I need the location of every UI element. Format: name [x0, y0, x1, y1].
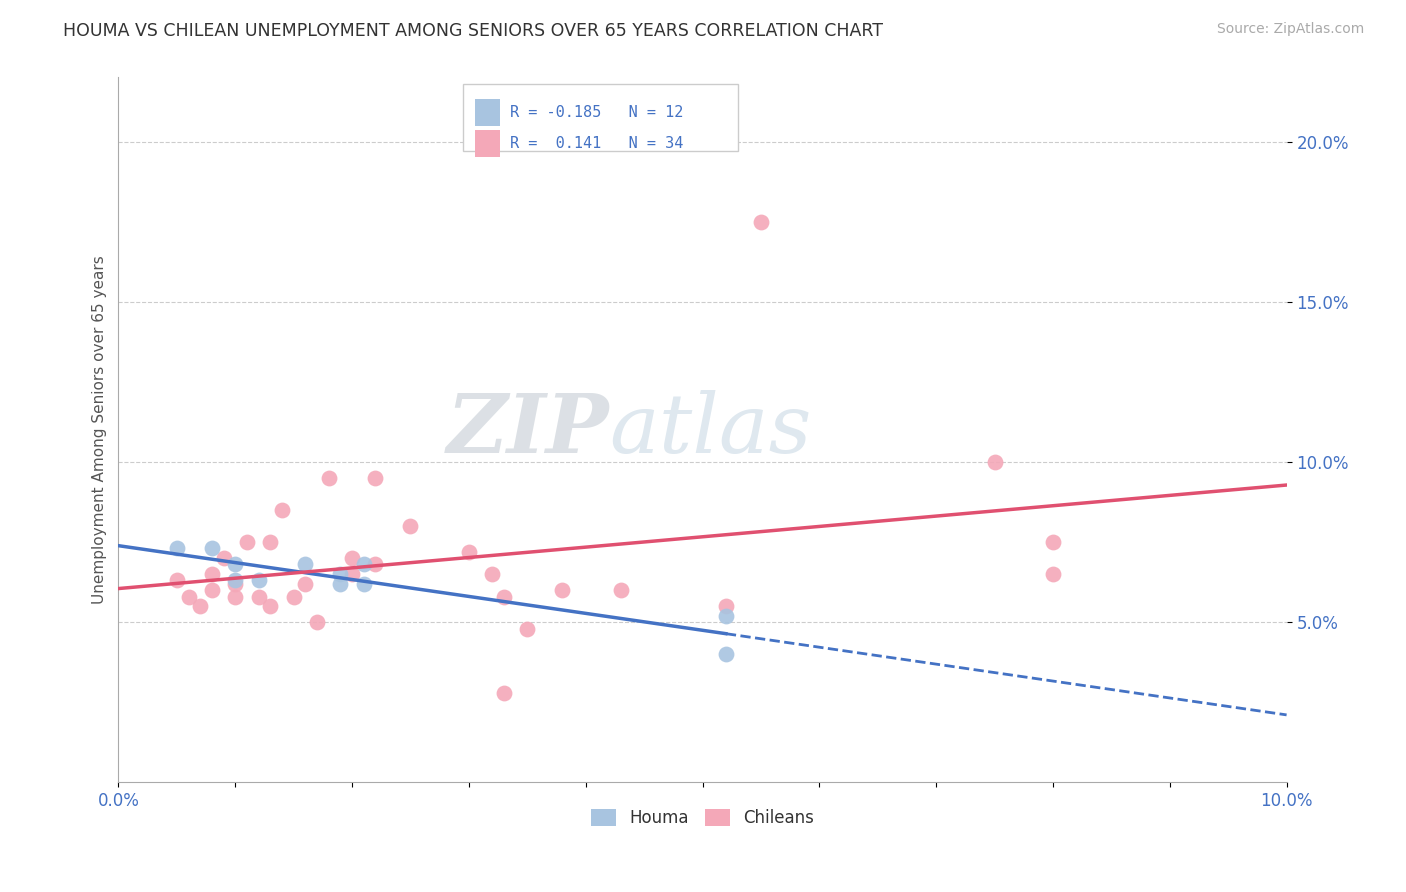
Point — [1042, 567, 1064, 582]
Point — [329, 576, 352, 591]
Point — [609, 583, 631, 598]
Point — [166, 541, 188, 556]
Point — [481, 567, 503, 582]
Point — [212, 551, 235, 566]
Point — [340, 551, 363, 566]
Point — [329, 567, 352, 582]
Point — [224, 576, 246, 591]
Point — [714, 599, 737, 614]
Text: R =  0.141   N = 34: R = 0.141 N = 34 — [510, 136, 683, 151]
Point — [714, 608, 737, 623]
Point — [177, 590, 200, 604]
Point — [399, 519, 422, 533]
Point — [224, 558, 246, 572]
Point — [492, 590, 515, 604]
FancyBboxPatch shape — [475, 99, 501, 126]
Point — [201, 567, 224, 582]
Point — [983, 455, 1005, 469]
FancyBboxPatch shape — [463, 85, 738, 152]
Point — [294, 576, 316, 591]
Point — [271, 503, 294, 517]
Text: ZIP: ZIP — [447, 390, 609, 470]
Point — [201, 541, 224, 556]
Legend: Houma, Chileans: Houma, Chileans — [583, 803, 821, 834]
Point — [353, 558, 375, 572]
Point — [318, 471, 340, 485]
Point — [283, 590, 305, 604]
Point — [492, 685, 515, 699]
Y-axis label: Unemployment Among Seniors over 65 years: Unemployment Among Seniors over 65 years — [93, 255, 107, 604]
Point — [305, 615, 328, 629]
Point — [188, 599, 211, 614]
Point — [516, 622, 538, 636]
Point — [749, 214, 772, 228]
Point — [201, 583, 224, 598]
Point — [340, 567, 363, 582]
Point — [224, 574, 246, 588]
Point — [457, 544, 479, 558]
Point — [259, 535, 281, 549]
Point — [224, 590, 246, 604]
Point — [166, 574, 188, 588]
Point — [294, 558, 316, 572]
Point — [353, 576, 375, 591]
Point — [364, 558, 387, 572]
Point — [236, 535, 259, 549]
Point — [364, 471, 387, 485]
Text: Source: ZipAtlas.com: Source: ZipAtlas.com — [1216, 22, 1364, 37]
Text: atlas: atlas — [609, 390, 811, 470]
Point — [247, 574, 270, 588]
Point — [1042, 535, 1064, 549]
Point — [551, 583, 574, 598]
FancyBboxPatch shape — [475, 130, 501, 157]
Text: HOUMA VS CHILEAN UNEMPLOYMENT AMONG SENIORS OVER 65 YEARS CORRELATION CHART: HOUMA VS CHILEAN UNEMPLOYMENT AMONG SENI… — [63, 22, 883, 40]
Text: R = -0.185   N = 12: R = -0.185 N = 12 — [510, 105, 683, 120]
Point — [247, 590, 270, 604]
Point — [259, 599, 281, 614]
Point — [714, 647, 737, 661]
